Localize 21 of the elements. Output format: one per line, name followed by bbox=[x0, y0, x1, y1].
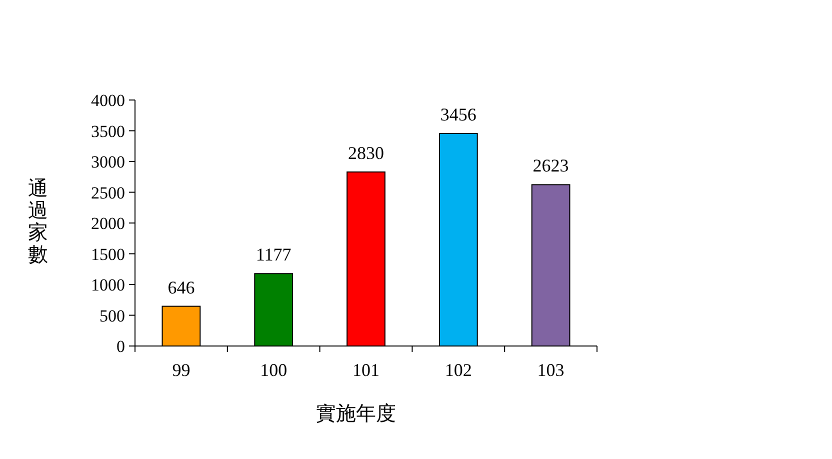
data-label: 2623 bbox=[532, 156, 569, 176]
y-tick-label: 500 bbox=[100, 306, 125, 326]
y-tick-label: 4000 bbox=[91, 91, 125, 110]
y-tick-label: 3500 bbox=[91, 122, 125, 141]
y-axis-title: 通過家數 bbox=[28, 178, 48, 266]
data-label: 646 bbox=[168, 277, 195, 298]
data-label: 3456 bbox=[440, 104, 476, 124]
y-tick-label: 2500 bbox=[91, 183, 125, 202]
y-tick-label: 0 bbox=[116, 337, 125, 356]
data-label: 2830 bbox=[348, 142, 384, 163]
x-tick-label: 100 bbox=[260, 360, 288, 380]
y-tick-label: 1500 bbox=[91, 244, 125, 264]
y-tick-label: 1000 bbox=[91, 276, 125, 294]
x-tick-label: 99 bbox=[172, 360, 190, 380]
y-tick-label: 2000 bbox=[91, 214, 125, 233]
x-tick-label: 102 bbox=[444, 360, 472, 380]
x-tick-label: 101 bbox=[352, 360, 380, 380]
data-label: 1177 bbox=[256, 244, 292, 265]
x-tick-label: 103 bbox=[537, 360, 564, 380]
x-axis-title: 實施年度 bbox=[316, 403, 396, 425]
y-tick-label: 3000 bbox=[91, 152, 125, 172]
